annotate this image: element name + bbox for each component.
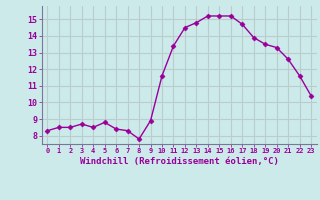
X-axis label: Windchill (Refroidissement éolien,°C): Windchill (Refroidissement éolien,°C) [80, 157, 279, 166]
